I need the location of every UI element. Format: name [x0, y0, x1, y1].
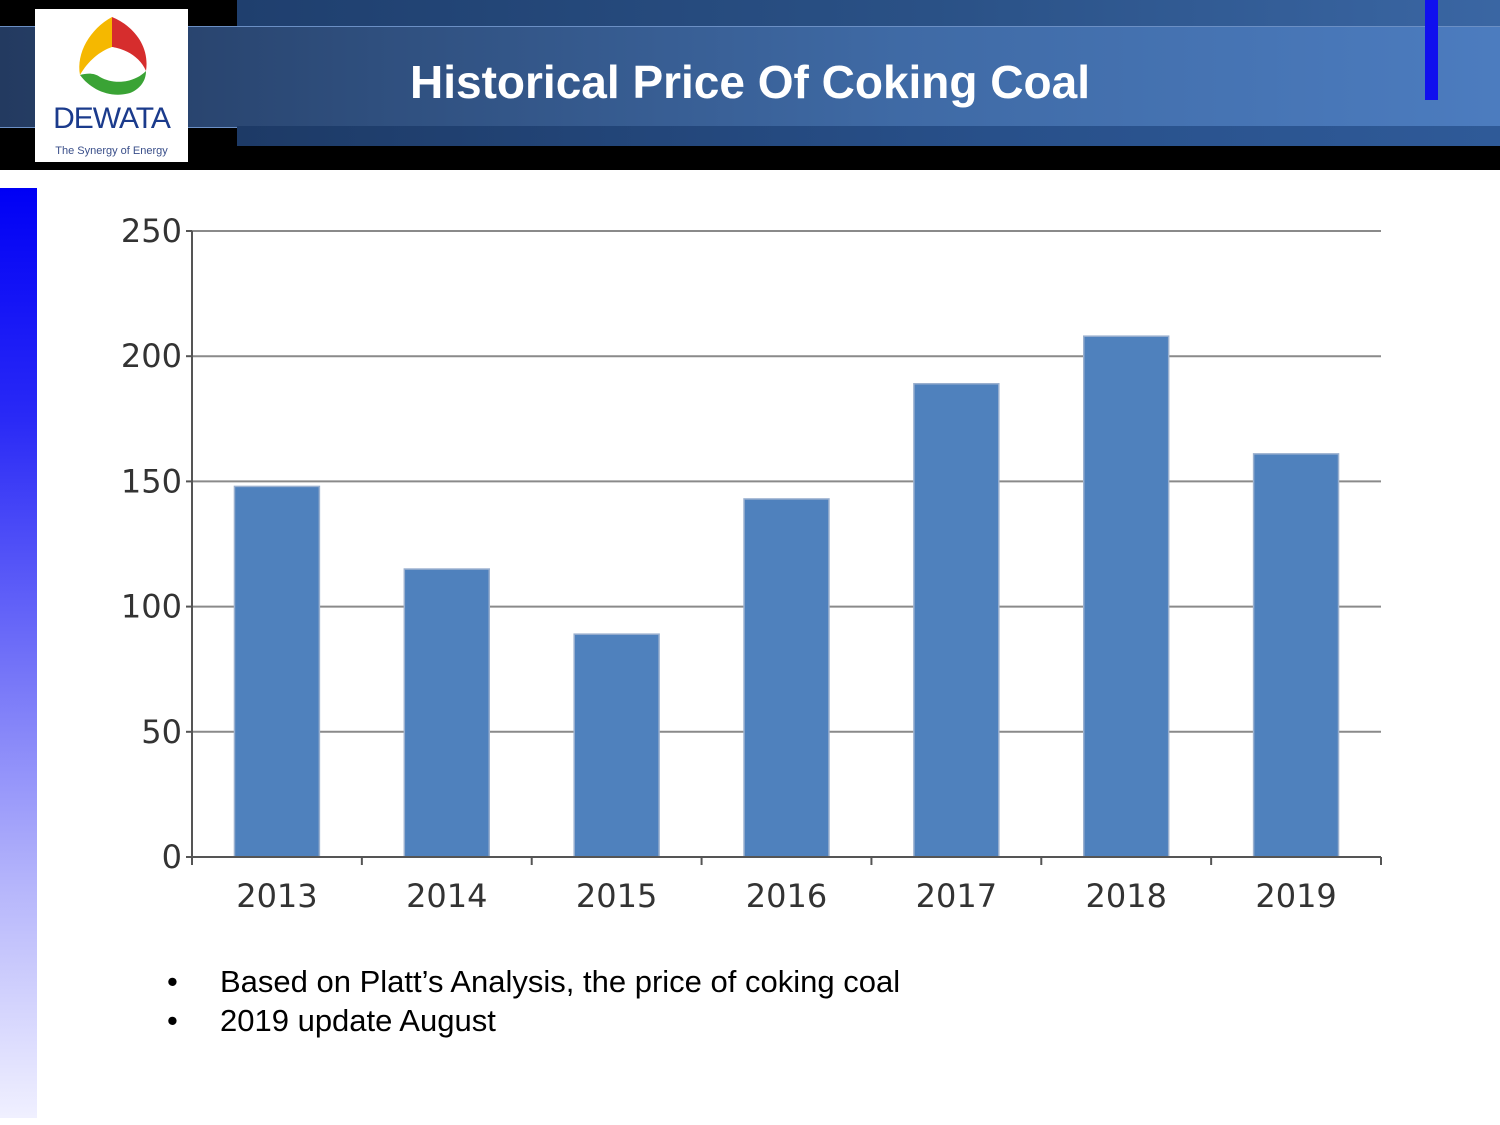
- y-tick-label: 50: [141, 713, 182, 751]
- note-text: 2019 update August: [220, 1003, 496, 1038]
- bar-2018: [1083, 335, 1170, 858]
- x-tick-label: 2019: [1255, 877, 1336, 915]
- bar-2017: [913, 382, 1000, 858]
- y-tick-label: 200: [121, 337, 182, 375]
- bar-2019: [1252, 453, 1340, 858]
- y-tick-label: 150: [121, 462, 182, 500]
- note-item: • 2019 update August: [165, 1001, 900, 1040]
- chart-axes: [186, 230, 1382, 865]
- logo-name: DEWATA: [53, 102, 171, 135]
- logo: DEWATA The Synergy of Energy: [35, 9, 188, 162]
- y-tick-label: 250: [121, 212, 182, 250]
- logo-tagline: The Synergy of Energy: [55, 145, 168, 157]
- bullet-glyph: •: [167, 1003, 178, 1038]
- header-accent-bar: [1425, 0, 1438, 100]
- bullet-glyph: •: [167, 964, 178, 999]
- bar-2016: [743, 498, 830, 858]
- header-band-bottom: [237, 126, 1500, 146]
- bar-2013: [233, 485, 321, 858]
- x-tick-label: 2013: [236, 877, 317, 915]
- bar-2014: [403, 568, 491, 858]
- header-band: [0, 26, 1500, 128]
- notes-list: • Based on Platt’s Analysis, the price of…: [165, 962, 900, 1040]
- x-tick-label: 2015: [576, 877, 657, 915]
- note-item: • Based on Platt’s Analysis, the price of…: [165, 962, 900, 1001]
- y-tick-label: 0: [162, 838, 182, 876]
- x-tick-labels: 2013 2014 2015 2016 2017 2018 2019: [236, 877, 1337, 915]
- left-gradient-bar: [0, 188, 37, 1118]
- chart-bars: [233, 335, 1340, 858]
- page-title: Historical Price Of Coking Coal: [410, 56, 1090, 108]
- y-tick-label: 100: [121, 588, 182, 626]
- logo-mark-icon: [79, 17, 147, 95]
- y-tick-labels: 0 50 100 150 200 250: [121, 212, 182, 876]
- x-tick-label: 2016: [746, 877, 827, 915]
- x-tick-label: 2017: [916, 877, 997, 915]
- note-text: Based on Platt’s Analysis, the price of …: [220, 964, 901, 999]
- x-tick-label: 2018: [1085, 877, 1166, 915]
- header-band-top: [237, 0, 1500, 26]
- bar-2015: [573, 633, 660, 858]
- x-tick-label: 2014: [406, 877, 487, 915]
